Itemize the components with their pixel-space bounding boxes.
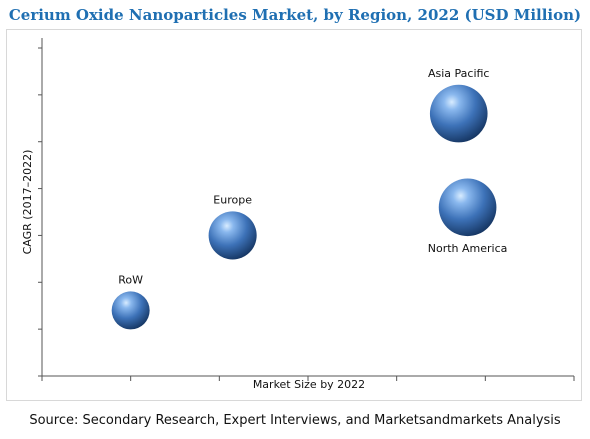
bubble-europe bbox=[208, 211, 257, 260]
bubble-row bbox=[111, 291, 150, 330]
x-axis-label: Market Size by 2022 bbox=[253, 378, 365, 391]
bubble-label-north-america: North America bbox=[428, 242, 508, 255]
plot-frame bbox=[6, 29, 582, 401]
bubble-north-america bbox=[438, 178, 497, 237]
bubble-label-asia-pacific: Asia Pacific bbox=[428, 67, 490, 80]
bubbles: RoW Europe Asia Pacific North America bbox=[111, 67, 508, 330]
chart-title: Cerium Oxide Nanoparticles Market, by Re… bbox=[8, 6, 582, 24]
bubble-label-europe: Europe bbox=[213, 193, 252, 206]
source-note: Source: Secondary Research, Expert Inter… bbox=[29, 413, 561, 428]
axes bbox=[38, 38, 575, 381]
bubble-asia-pacific bbox=[429, 84, 488, 143]
bubble-chart: RoW Europe Asia Pacific North America Marke… bbox=[21, 38, 575, 391]
y-axis-label: CAGR (2017–2022) bbox=[21, 150, 34, 255]
bubble-label-row: RoW bbox=[118, 273, 143, 286]
